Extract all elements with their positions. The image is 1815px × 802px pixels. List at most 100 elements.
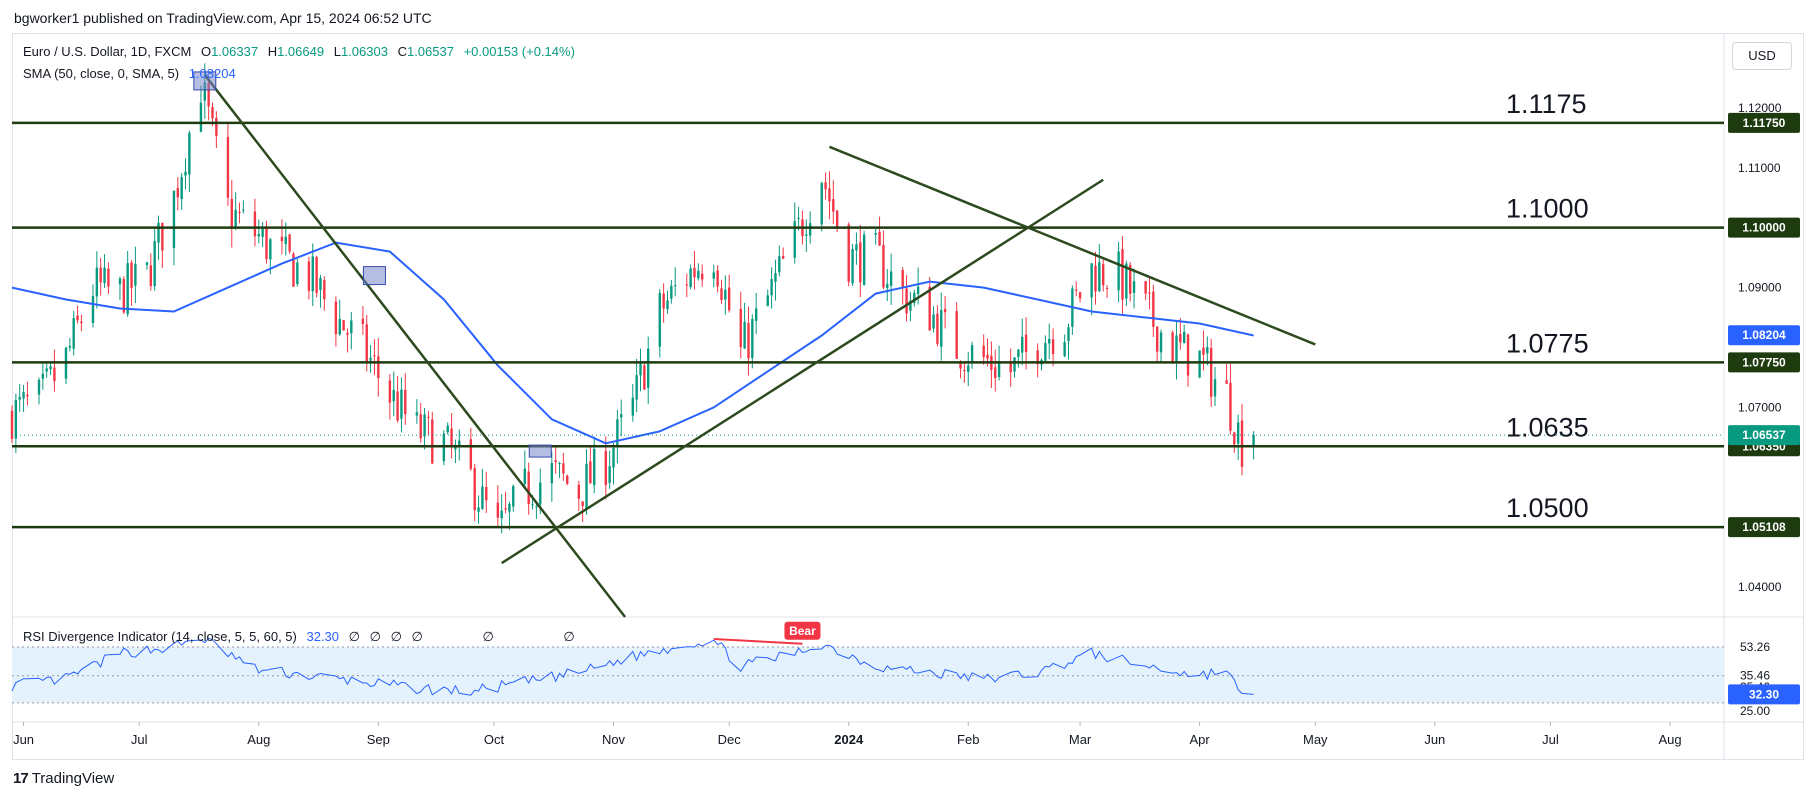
rsi-value: 32.30 — [306, 629, 340, 644]
candle-body-190 — [1036, 350, 1039, 365]
candle-body-193 — [1048, 339, 1051, 344]
candle-body-213 — [1155, 326, 1159, 352]
candle-body-101 — [554, 460, 557, 463]
x-tick-label-14: Aug — [1658, 732, 1681, 747]
candle-body-189 — [1024, 334, 1028, 352]
candle-body-113 — [616, 419, 619, 447]
candle-body-53 — [292, 253, 295, 287]
candle-body-186 — [1013, 357, 1016, 372]
ohlc-close: C1.06537 — [397, 44, 454, 59]
candle-body-45 — [253, 211, 257, 237]
candle-body-65 — [361, 318, 365, 324]
marker-box-0 — [193, 71, 217, 91]
candle-body-44 — [242, 209, 245, 211]
candle-body-32 — [180, 177, 183, 199]
candle-body-203 — [1102, 264, 1105, 286]
candle-body-57 — [315, 256, 318, 293]
candle-body-222 — [1206, 347, 1209, 354]
candle-body-68 — [373, 355, 376, 357]
candle-body-8 — [49, 366, 52, 370]
candle-body-21 — [122, 279, 126, 313]
candle-body-109 — [593, 448, 596, 486]
candle-body-46 — [257, 233, 260, 237]
sma-legend[interactable]: SMA (50, close, 0, SMA, 5) 1.08204 — [23, 66, 242, 81]
candle-body-118 — [643, 365, 646, 390]
candle-body-122 — [666, 300, 669, 310]
candle-body-71 — [392, 389, 395, 402]
candle-body-77 — [423, 414, 426, 437]
candle-body-87 — [477, 507, 480, 512]
marker-box-2 — [528, 444, 552, 458]
candle-body-88 — [481, 486, 484, 509]
candle-body-15 — [91, 296, 95, 323]
rsi-extra-5: ∅ — [563, 629, 575, 644]
candle-body-230 — [1252, 435, 1255, 448]
candle-body-153 — [832, 199, 835, 212]
candle-body-160 — [874, 233, 877, 235]
candle-body-123 — [670, 285, 673, 299]
candle-body-4 — [26, 394, 29, 397]
candle-body-37 — [207, 82, 210, 107]
brand-footer[interactable]: 17 TradingView — [13, 770, 114, 787]
ohlc-high: H1.06649 — [267, 44, 325, 59]
candle-body-116 — [635, 375, 638, 400]
tradingview-logo-icon: 17 — [13, 770, 29, 787]
candle-body-74 — [404, 389, 407, 415]
candle-body-78 — [427, 416, 430, 418]
candle-body-89 — [485, 486, 488, 501]
candle-body-1 — [14, 399, 18, 439]
candle-body-139 — [754, 308, 758, 321]
candle-body-142 — [774, 273, 777, 282]
candle-body-212 — [1152, 291, 1155, 327]
candle-body-141 — [770, 279, 773, 296]
candle-body-225 — [1225, 380, 1228, 384]
candle-body-145 — [793, 221, 796, 258]
candle-body-86 — [473, 468, 476, 511]
candle-body-132 — [720, 288, 723, 300]
candle-body-198 — [1075, 289, 1078, 291]
candle-body-205 — [1117, 251, 1120, 291]
candle-body-100 — [550, 463, 554, 484]
rsi-extra-0: ∅ — [348, 629, 360, 644]
x-tick-label-0: Jun — [13, 732, 34, 747]
candle-body-11 — [68, 346, 72, 348]
candle-body-175 — [955, 311, 958, 359]
candle-body-110 — [604, 450, 607, 486]
candle-body-99 — [539, 482, 542, 505]
candle-body-18 — [103, 267, 106, 284]
candle-body-209 — [1132, 281, 1136, 293]
candle-body-187 — [1017, 349, 1020, 358]
candle-body-39 — [215, 118, 218, 137]
symbol-legend: Euro / U.S. Dollar, 1D, FXCM O1.06337 H1… — [23, 44, 581, 59]
bear-divergence-line — [713, 637, 803, 645]
y-tick-label-0: 1.04000 — [1738, 580, 1782, 594]
candle-body-154 — [835, 210, 839, 227]
candle-body-72 — [396, 391, 399, 421]
y-tick-label-4: 1.11000 — [1738, 161, 1781, 175]
candle-body-9 — [53, 367, 56, 382]
candle-body-161 — [878, 231, 881, 246]
candle-body-96 — [527, 471, 530, 505]
candle-body-131 — [716, 270, 719, 287]
candle-body-29 — [161, 222, 164, 251]
candle-body-104 — [566, 475, 569, 484]
candle-body-136 — [743, 321, 746, 349]
candle-body-224 — [1213, 379, 1217, 397]
y-tick-label-2: 1.09000 — [1738, 281, 1782, 295]
candle-body-173 — [940, 309, 943, 347]
candle-body-144 — [781, 255, 785, 259]
rsi-legend[interactable]: RSI Divergence Indicator (14, close, 5, … — [23, 629, 581, 645]
sma-label: SMA (50, close, 0, SMA, 5) — [23, 66, 180, 81]
candle-body-17 — [99, 267, 102, 283]
candle-body-129 — [701, 273, 704, 280]
x-tick-label-7: 2024 — [834, 732, 864, 747]
candle-body-121 — [662, 293, 665, 309]
candle-body-221 — [1202, 347, 1205, 355]
candle-body-111 — [608, 466, 611, 483]
candle-body-108 — [589, 461, 592, 484]
sma-price-tag-bg — [1728, 325, 1800, 346]
candle-body-63 — [346, 332, 349, 335]
ohlc-change: +0.00153 (+0.14%) — [463, 44, 575, 59]
currency-button[interactable]: USD — [1732, 42, 1792, 70]
